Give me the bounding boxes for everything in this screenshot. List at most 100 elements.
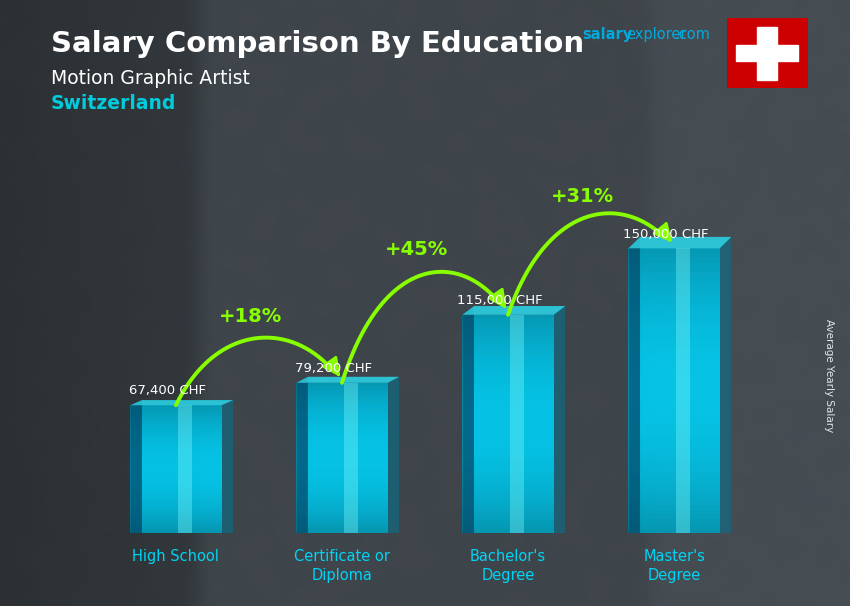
Bar	[297, 418, 388, 421]
Text: +18%: +18%	[219, 307, 282, 326]
Bar	[462, 322, 553, 325]
Bar	[510, 315, 524, 533]
Bar	[628, 301, 720, 305]
Bar	[628, 381, 720, 386]
Bar	[130, 405, 222, 407]
Bar	[628, 448, 720, 453]
Bar	[628, 253, 720, 258]
Bar	[130, 527, 222, 529]
Bar	[628, 372, 720, 376]
Bar	[297, 401, 388, 403]
Bar	[130, 420, 222, 422]
Text: salary: salary	[582, 27, 632, 42]
Bar	[130, 482, 222, 484]
Bar	[297, 485, 388, 488]
Bar	[628, 286, 720, 291]
Text: 79,200 CHF: 79,200 CHF	[295, 362, 372, 375]
Bar	[130, 522, 222, 525]
Bar	[130, 493, 222, 495]
Bar	[297, 523, 388, 526]
Bar	[130, 428, 222, 431]
Bar	[297, 465, 388, 468]
Bar	[462, 446, 553, 450]
Bar	[628, 443, 720, 448]
Bar	[462, 461, 553, 464]
Bar	[297, 383, 388, 385]
Bar	[462, 399, 553, 402]
Bar	[297, 511, 388, 513]
Bar	[297, 428, 388, 430]
Bar	[462, 351, 553, 355]
Bar	[628, 267, 720, 272]
Bar	[462, 366, 553, 370]
Bar	[462, 391, 553, 395]
Bar	[462, 493, 553, 497]
Bar	[297, 456, 388, 458]
Bar	[462, 388, 553, 391]
Bar	[344, 383, 358, 533]
Bar	[130, 495, 222, 497]
Bar	[297, 478, 388, 481]
Bar	[130, 499, 222, 501]
Bar	[297, 410, 388, 413]
Bar	[130, 505, 222, 508]
Bar	[628, 476, 720, 481]
Bar	[462, 384, 553, 388]
Bar	[297, 521, 388, 523]
Bar	[462, 479, 553, 482]
Bar	[297, 421, 388, 423]
Bar	[628, 343, 720, 348]
Bar	[628, 433, 720, 438]
Bar	[628, 367, 720, 372]
Bar	[462, 453, 553, 457]
Bar	[462, 471, 553, 475]
Bar	[462, 413, 553, 417]
Bar	[462, 486, 553, 490]
Bar	[628, 334, 720, 339]
Bar	[297, 505, 388, 508]
Bar	[297, 503, 388, 505]
Bar	[628, 467, 720, 471]
Bar	[297, 448, 388, 450]
Bar	[628, 471, 720, 476]
Text: 67,400 CHF: 67,400 CHF	[129, 384, 207, 398]
Bar	[757, 27, 777, 79]
Bar	[462, 417, 553, 421]
Bar	[297, 425, 388, 428]
Bar	[462, 497, 553, 501]
Bar	[130, 508, 222, 510]
Bar	[462, 501, 553, 504]
Bar	[297, 491, 388, 493]
Bar	[462, 370, 553, 373]
Bar	[130, 510, 222, 512]
Bar	[130, 411, 222, 414]
Bar	[130, 461, 222, 463]
Bar	[628, 262, 720, 267]
Text: 115,000 CHF: 115,000 CHF	[457, 294, 542, 307]
Bar	[130, 424, 222, 427]
Bar	[462, 515, 553, 519]
Bar	[462, 424, 553, 428]
Bar	[462, 355, 553, 359]
Bar	[462, 344, 553, 348]
Bar	[677, 248, 690, 533]
Bar	[130, 473, 222, 476]
Bar	[628, 324, 720, 329]
Bar	[736, 45, 798, 61]
Bar	[297, 445, 388, 448]
Bar	[297, 430, 388, 433]
Bar	[130, 484, 222, 487]
Bar	[462, 482, 553, 486]
Bar	[462, 373, 553, 377]
Bar	[628, 429, 720, 433]
Bar	[297, 388, 388, 390]
Bar	[297, 468, 388, 471]
Bar	[130, 463, 222, 465]
Bar	[462, 410, 553, 413]
Bar	[130, 414, 222, 416]
Bar	[297, 443, 388, 445]
Bar	[130, 407, 222, 410]
Bar	[297, 508, 388, 511]
Bar	[462, 318, 553, 322]
Bar	[130, 410, 222, 411]
